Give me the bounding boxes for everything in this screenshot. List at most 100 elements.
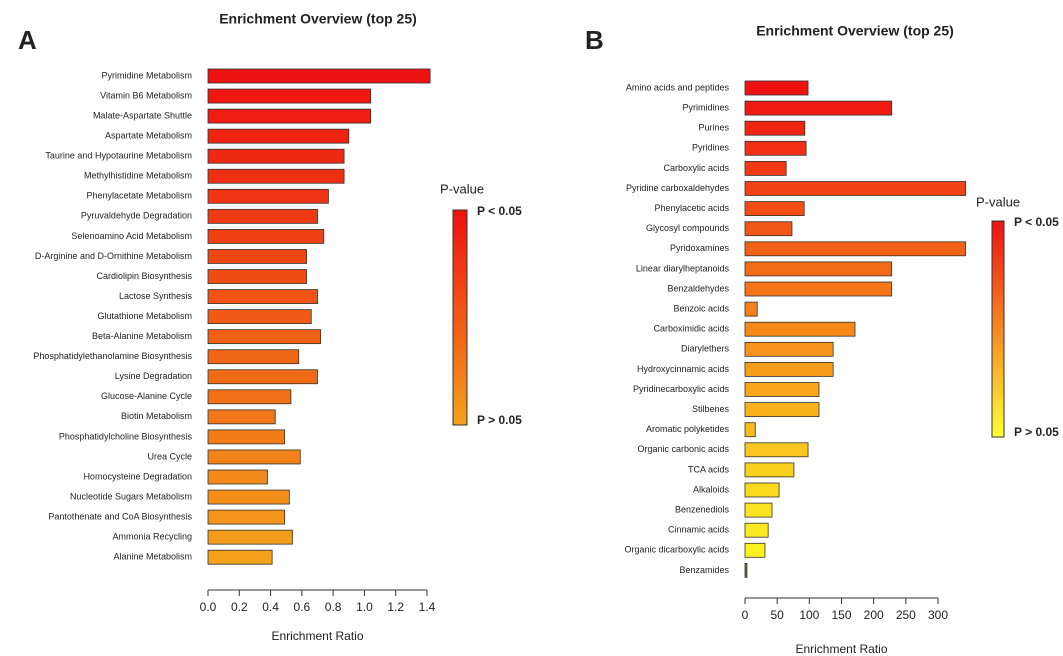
chart-title: Enrichment Overview (top 25) [219,11,417,27]
category-label: TCA acids [688,464,730,474]
category-label: Diarylethers [681,344,730,354]
bar [207,208,318,224]
bar [207,88,372,104]
legend-colorbar [452,209,468,426]
bar [744,241,967,257]
bar [207,329,322,345]
bar [207,429,286,445]
category-label: Pyridoxamines [670,243,730,253]
bar [207,529,293,545]
category-label: Amino acids and peptides [626,82,730,92]
category-label: Glucose-Alanine Cycle [101,391,192,401]
x-tick-label: 0.6 [294,600,311,614]
bar [207,389,292,405]
category-label: Biotin Metabolism [121,411,192,421]
bar [207,289,318,304]
category-label: Pyridinecarboxylic acids [633,384,730,394]
x-axis-title: Enrichment Ratio [271,629,363,643]
category-label: Alanine Metabolism [113,552,192,562]
category-label: Pyruvaldehyde Degradation [81,211,192,221]
legend-colorbar [991,220,1005,438]
bar [207,489,290,505]
bar [207,509,286,525]
bar [744,281,893,297]
legend-label: P > 0.05 [477,413,522,427]
category-label: Linear diarylheptanoids [636,263,730,273]
category-label: Lactose Synthesis [119,291,193,301]
bar [744,221,793,237]
category-label: Urea Cycle [147,451,192,461]
legend-title: P-value [440,181,484,196]
bar [207,168,345,184]
x-tick-label: 0.2 [231,600,248,614]
bar [744,482,780,498]
bar [744,361,834,377]
bar [744,160,787,176]
bar [744,140,807,156]
bar [207,148,345,164]
category-label: Pyridine carboxaldehydes [626,183,730,193]
bar [207,549,273,565]
category-label: Aspartate Metabolism [105,131,192,141]
bar [744,542,766,558]
category-label: Cinnamic acids [668,525,730,535]
category-label: Homocysteine Degradation [83,471,192,481]
x-tick-label: 250 [896,608,916,622]
category-label: Organic dicarboxylic acids [624,545,729,555]
category-label: Carboxylic acids [663,163,729,173]
bar [207,68,431,84]
category-label: Benzoic acids [673,303,729,313]
category-label: Aromatic polyketides [646,424,730,434]
x-tick-label: 0 [742,608,749,622]
bar [207,108,372,124]
category-label: Glutathione Metabolism [97,311,192,321]
x-tick-label: 0.8 [325,600,342,614]
category-label: Benzaldehydes [667,283,729,293]
bar [207,449,301,465]
bar [207,188,329,204]
category-label: Methylhistidine Metabolism [84,171,192,181]
bar [744,201,805,217]
x-tick-label: 0.0 [200,600,217,614]
bar [744,261,893,277]
bar [744,80,809,96]
category-label: Hydroxycinnamic acids [637,364,730,374]
category-label: Beta-Alanine Metabolism [92,331,192,341]
category-label: Selenoamino Acid Metabolism [71,231,192,241]
chart-title: Enrichment Overview (top 25) [756,23,954,39]
x-tick-label: 150 [831,608,851,622]
bar [207,309,312,325]
panel-label: B [585,25,604,55]
bar [744,100,893,116]
bar [744,442,809,458]
bar [207,269,307,284]
category-label: D-Arginine and D-Ornithine Metabolism [35,251,192,261]
category-label: Nucleotide Sugars Metabolism [70,491,192,501]
bar [207,369,318,385]
category-label: Stilbenes [692,404,730,414]
bar [744,422,756,438]
category-label: Malate-Aspartate Shuttle [93,110,192,120]
x-tick-label: 1.4 [419,600,436,614]
x-axis-title: Enrichment Ratio [795,642,887,656]
category-label: Glycosyl compounds [646,223,730,233]
legend-label: P < 0.05 [1014,215,1059,229]
bar [207,228,325,244]
category-label: Pyridines [692,143,730,153]
bar [207,469,268,485]
category-label: Pyrimidine Metabolism [101,70,192,80]
x-tick-label: 300 [928,608,948,622]
bar [744,120,806,136]
x-tick-label: 1.2 [387,600,404,614]
category-label: Alkaloids [693,484,730,494]
category-label: Phenylacetic acids [654,203,729,213]
category-label: Pyrimidines [682,102,729,112]
bar [744,563,748,578]
legend-title: P-value [976,194,1020,209]
category-label: Cardiolipin Biosynthesis [96,271,192,281]
x-tick-label: 0.4 [262,600,279,614]
bar [207,249,307,264]
bar [744,181,967,196]
category-label: Benzenediols [675,504,730,514]
